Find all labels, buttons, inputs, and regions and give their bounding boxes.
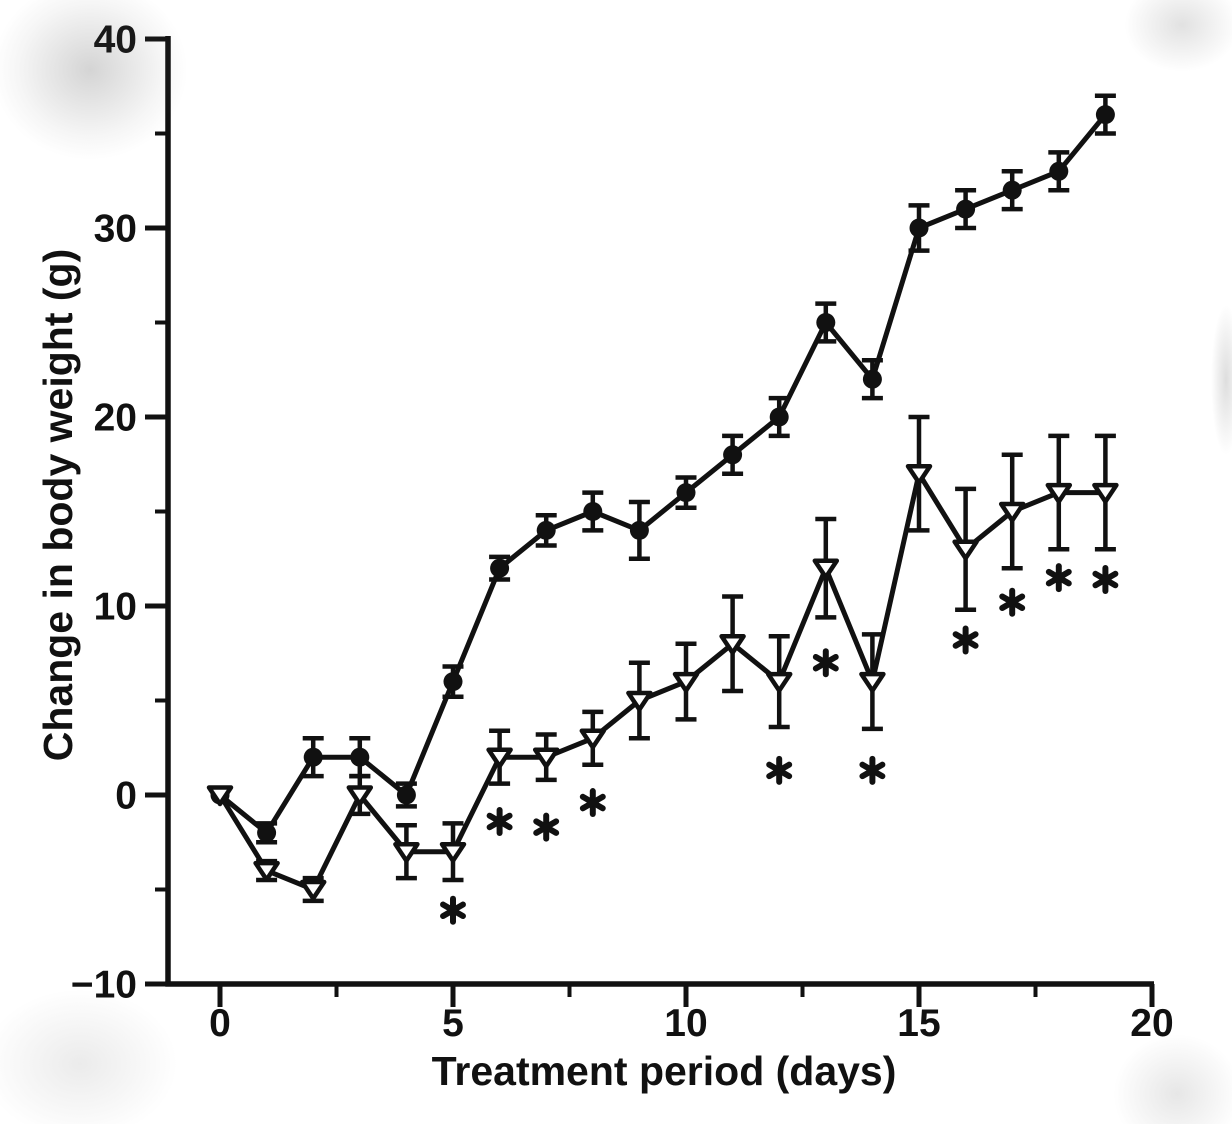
data-point-marker-triangle (486, 747, 513, 769)
data-point-marker-triangle (1092, 482, 1119, 504)
significance-asterisk (952, 625, 979, 655)
data-point-marker-triangle (859, 671, 886, 693)
series-treated-open-triangle (206, 414, 1119, 904)
data-point-marker-circle (350, 747, 370, 767)
data-point-marker-circle (490, 558, 510, 578)
y-tick-label: 30 (94, 208, 137, 251)
asterisk-stroke (999, 593, 1026, 611)
asterisk-stroke (440, 901, 466, 920)
y-tick-label: 20 (94, 397, 137, 440)
data-point-marker-circle (1002, 180, 1022, 200)
series-control-filled-circle (210, 93, 1116, 845)
data-point-marker-triangle (579, 728, 607, 750)
series-line (217, 471, 1106, 892)
significance-asterisk (533, 812, 560, 842)
data-point-marker-circle (862, 369, 882, 389)
x-axis-title: Treatment period (days) (432, 1048, 897, 1094)
x-tick-label: 10 (664, 1002, 707, 1045)
data-point-marker-circle (629, 520, 649, 540)
asterisk-stroke (486, 812, 513, 831)
significance-asterisk (440, 895, 466, 925)
asterisk-stroke (533, 818, 560, 836)
significance-asterisk (766, 755, 793, 785)
x-tick-label: 5 (442, 1002, 464, 1045)
data-point-marker-triangle (253, 860, 280, 882)
data-point-marker-triangle (532, 747, 560, 769)
data-point-marker-circle (816, 313, 836, 332)
data-point-marker-circle (676, 483, 696, 503)
data-point-marker-triangle (626, 690, 653, 712)
data-point-marker-circle (723, 445, 743, 465)
y-axis-title: Change in body weight (g) (35, 249, 81, 761)
axes-layer: −10 0 10 20 30 40 0 5 10 15 20 (71, 19, 1174, 1046)
data-point-marker-circle (396, 785, 416, 805)
significance-asterisk (812, 648, 839, 678)
data-point-marker-triangle (1045, 482, 1073, 504)
series-layer (206, 93, 1119, 904)
data-point-marker-triangle (719, 634, 746, 656)
significance-layer (440, 563, 1119, 925)
x-tick-label: 15 (897, 1002, 940, 1045)
asterisk-stroke (579, 793, 606, 812)
significance-asterisk (486, 806, 513, 836)
significance-asterisk (999, 587, 1026, 617)
data-point-marker-circle (536, 520, 556, 540)
significance-asterisk (579, 788, 606, 818)
data-point-marker-triangle (998, 501, 1026, 523)
x-tick-label: 0 (209, 1002, 231, 1045)
asterisk-stroke (952, 631, 979, 649)
significance-asterisk (1092, 565, 1119, 595)
series-line (218, 113, 1108, 836)
data-point-marker-triangle (346, 785, 374, 807)
data-point-marker-circle (909, 218, 929, 238)
data-point-marker-triangle (672, 671, 700, 693)
asterisk-stroke (859, 761, 886, 780)
x-tick-label: 20 (1130, 1002, 1173, 1045)
data-point-marker-triangle (812, 558, 840, 580)
y-tick-label: 40 (94, 19, 137, 62)
data-point-marker-circle (956, 199, 976, 219)
data-point-marker-circle (1049, 161, 1069, 181)
significance-asterisk (1045, 563, 1072, 593)
data-point-marker-triangle (206, 785, 234, 807)
y-tick-label: 10 (94, 586, 137, 629)
asterisk-stroke (1092, 570, 1119, 589)
data-point-marker-triangle (439, 841, 467, 863)
significance-asterisk (859, 755, 886, 785)
data-point-marker-circle (257, 823, 277, 843)
data-point-marker-circle (769, 407, 789, 427)
data-point-marker-circle (303, 747, 323, 767)
data-point-marker-circle (443, 672, 463, 692)
asterisk-stroke (812, 653, 839, 672)
data-point-marker-circle (583, 502, 603, 521)
data-point-marker-triangle (952, 539, 979, 561)
data-point-marker-triangle (393, 841, 420, 863)
data-point-marker-circle (1095, 105, 1115, 125)
y-tick-label: 0 (115, 775, 137, 818)
data-point-marker-triangle (299, 879, 327, 901)
data-point-marker-triangle (905, 463, 933, 485)
asterisk-stroke (766, 761, 793, 780)
y-tick-label: −10 (71, 964, 137, 1007)
asterisk-stroke (1045, 568, 1072, 587)
data-point-marker-triangle (765, 671, 793, 693)
